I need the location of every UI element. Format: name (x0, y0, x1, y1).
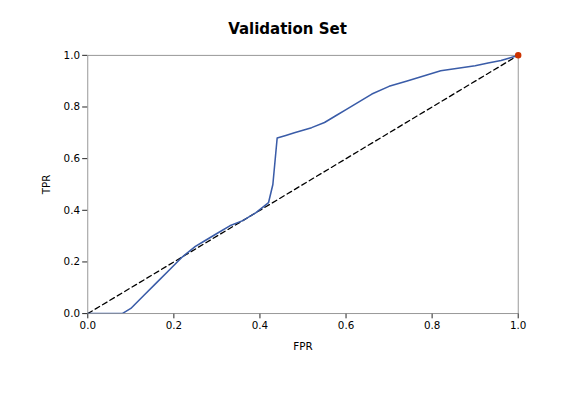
svg-text:0.6: 0.6 (64, 152, 80, 164)
svg-text:0.8: 0.8 (64, 100, 80, 112)
svg-text:0.2: 0.2 (64, 255, 80, 267)
html-text:Validation Set: Validation Set (228, 20, 347, 38)
svg-text:0.6: 0.6 (338, 319, 354, 331)
svg-text:1.0: 1.0 (64, 49, 80, 61)
svg-text:0.0: 0.0 (64, 307, 80, 319)
svg-text:TPR: TPR (40, 175, 52, 196)
svg-text:1.0: 1.0 (510, 319, 526, 331)
svg-text:0.8: 0.8 (424, 319, 440, 331)
svg-text:FPR: FPR (293, 340, 312, 352)
svg-text:0.2: 0.2 (166, 319, 182, 331)
svg-text:0.0: 0.0 (80, 319, 96, 331)
svg-text:0.4: 0.4 (252, 319, 268, 331)
svg-text:0.4: 0.4 (64, 204, 80, 216)
